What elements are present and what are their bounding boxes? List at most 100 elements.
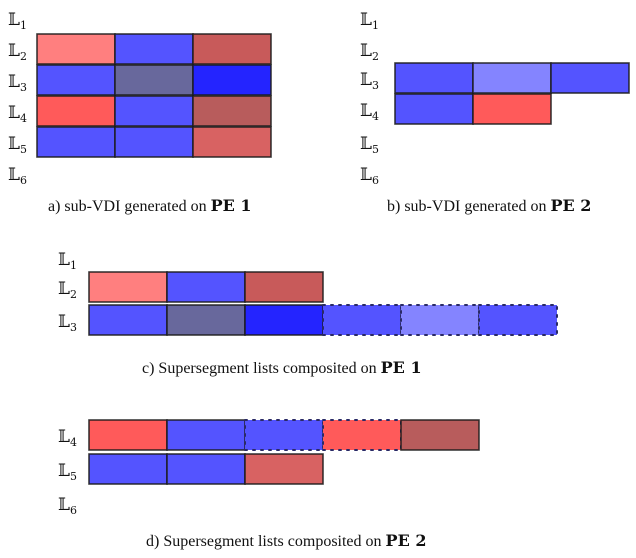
- level-subscript: 4: [20, 112, 27, 125]
- level-subscript: 5: [70, 470, 77, 483]
- level-subscript: 6: [70, 504, 77, 517]
- segment-cell: [192, 95, 272, 127]
- level-label: 𝕃1: [58, 250, 77, 272]
- level-subscript: 4: [372, 110, 379, 123]
- caption-text: b) sub-VDI generated on: [387, 198, 551, 215]
- segment-cell: [244, 453, 324, 485]
- level-label: 𝕃3: [58, 312, 77, 334]
- segment-cell: [394, 93, 474, 125]
- segment-cell: [166, 419, 246, 451]
- level-symbol: 𝕃: [58, 250, 70, 270]
- segment-cell: [36, 33, 116, 65]
- level-symbol: 𝕃: [58, 427, 70, 447]
- level-label: 𝕃6: [8, 165, 27, 187]
- level-label: 𝕃2: [8, 41, 27, 63]
- segment-cell: [400, 304, 480, 336]
- level-label: 𝕃5: [58, 461, 77, 483]
- segment-cell: [166, 304, 246, 336]
- level-subscript: 6: [20, 174, 27, 187]
- segment-cell: [550, 62, 630, 94]
- segment-cell: [192, 64, 272, 96]
- level-symbol: 𝕃: [360, 101, 372, 121]
- segment-cell: [36, 64, 116, 96]
- level-label: 𝕃2: [360, 41, 379, 63]
- segment-cell: [322, 304, 402, 336]
- caption-pe: PE 1: [211, 196, 252, 215]
- segment-cell: [472, 62, 552, 94]
- segment-cell: [244, 419, 324, 451]
- caption-pe: PE 2: [386, 531, 427, 550]
- segment-cell: [400, 419, 480, 451]
- level-subscript: 5: [372, 143, 379, 156]
- level-label: 𝕃1: [8, 10, 27, 32]
- level-subscript: 4: [70, 436, 77, 449]
- caption-pe: PE 1: [381, 358, 422, 377]
- level-symbol: 𝕃: [360, 70, 372, 90]
- caption-text: c) Supersegment lists composited on: [142, 360, 381, 377]
- level-subscript: 6: [372, 174, 379, 187]
- caption-pe: PE 2: [551, 196, 592, 215]
- level-label: 𝕃6: [360, 165, 379, 187]
- segment-cell: [322, 419, 402, 451]
- level-symbol: 𝕃: [58, 461, 70, 481]
- segment-cell: [36, 95, 116, 127]
- panel-caption: d) Supersegment lists composited on PE 2: [146, 531, 426, 550]
- level-label: 𝕃6: [58, 495, 77, 517]
- level-subscript: 3: [20, 81, 27, 94]
- level-symbol: 𝕃: [58, 279, 70, 299]
- segment-cell: [114, 95, 194, 127]
- level-subscript: 2: [20, 50, 27, 63]
- level-label: 𝕃5: [8, 134, 27, 156]
- segment-cell: [88, 271, 168, 303]
- level-symbol: 𝕃: [58, 312, 70, 332]
- level-subscript: 2: [70, 288, 77, 301]
- level-symbol: 𝕃: [8, 165, 20, 185]
- level-symbol: 𝕃: [58, 495, 70, 515]
- level-symbol: 𝕃: [8, 41, 20, 61]
- segment-cell: [114, 33, 194, 65]
- level-label: 𝕃5: [360, 134, 379, 156]
- level-subscript: 5: [20, 143, 27, 156]
- level-subscript: 1: [70, 259, 77, 272]
- segment-cell: [244, 271, 324, 303]
- segment-cell: [166, 453, 246, 485]
- caption-text: a) sub-VDI generated on: [48, 198, 211, 215]
- segment-cell: [166, 271, 246, 303]
- panel-caption: a) sub-VDI generated on PE 1: [48, 196, 252, 215]
- level-symbol: 𝕃: [360, 41, 372, 61]
- level-symbol: 𝕃: [360, 10, 372, 30]
- level-subscript: 1: [372, 19, 379, 32]
- segment-cell: [244, 304, 324, 336]
- level-label: 𝕃3: [8, 72, 27, 94]
- level-label: 𝕃4: [8, 103, 27, 125]
- level-symbol: 𝕃: [8, 134, 20, 154]
- segment-cell: [88, 304, 168, 336]
- level-subscript: 2: [372, 50, 379, 63]
- level-label: 𝕃4: [58, 427, 77, 449]
- panel-caption: c) Supersegment lists composited on PE 1: [142, 358, 422, 377]
- segment-cell: [88, 453, 168, 485]
- level-symbol: 𝕃: [8, 72, 20, 92]
- level-label: 𝕃4: [360, 101, 379, 123]
- level-label: 𝕃1: [360, 10, 379, 32]
- level-symbol: 𝕃: [8, 103, 20, 123]
- segment-cell: [394, 62, 474, 94]
- panel-caption: b) sub-VDI generated on PE 2: [387, 196, 591, 215]
- level-subscript: 3: [372, 79, 379, 92]
- level-label: 𝕃3: [360, 70, 379, 92]
- segment-cell: [88, 419, 168, 451]
- level-symbol: 𝕃: [360, 165, 372, 185]
- segment-cell: [36, 126, 116, 158]
- segment-cell: [478, 304, 558, 336]
- segment-cell: [192, 33, 272, 65]
- level-label: 𝕃2: [58, 279, 77, 301]
- segment-cell: [192, 126, 272, 158]
- segment-cell: [472, 93, 552, 125]
- segment-cell: [114, 126, 194, 158]
- level-symbol: 𝕃: [8, 10, 20, 30]
